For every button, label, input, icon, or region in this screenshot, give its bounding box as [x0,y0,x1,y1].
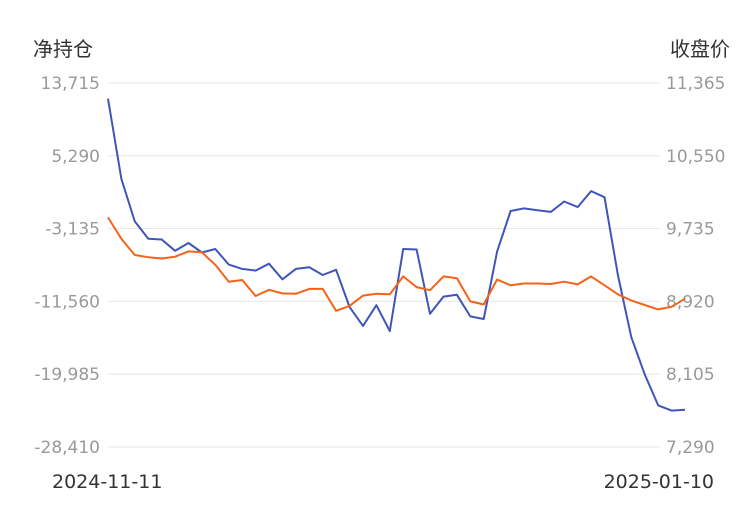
right-tick-label: 8,105 [666,365,715,385]
right-tick-label: 7,290 [666,438,715,458]
x-tick-label-end: 2025-01-10 [604,471,714,493]
left-tick-label: -19,985 [34,365,100,385]
x-tick-label-start: 2024-11-11 [52,471,162,493]
left-axis-title: 净持仓 [33,37,93,61]
left-tick-label: -11,560 [34,292,100,312]
close-price-series-line [107,216,686,312]
series-lines [107,98,686,412]
left-axis-ticks: 13,715 5,290 -3,135 -11,560 -19,985 -28,410 [34,74,100,458]
grid-lines [108,82,660,448]
left-tick-label: 13,715 [41,74,100,94]
left-tick-label: 5,290 [51,147,100,167]
right-axis-ticks: 11,365 10,550 9,735 8,920 8,105 7,290 [666,74,725,458]
right-axis-title: 收盘价 [670,37,730,61]
right-tick-label: 11,365 [666,74,725,94]
right-tick-label: 8,920 [666,292,715,312]
left-tick-label: -28,410 [34,438,100,458]
right-tick-label: 10,550 [666,147,725,167]
left-tick-label: -3,135 [45,220,100,240]
net-position-series-line [107,98,686,412]
right-tick-label: 9,735 [666,220,715,240]
